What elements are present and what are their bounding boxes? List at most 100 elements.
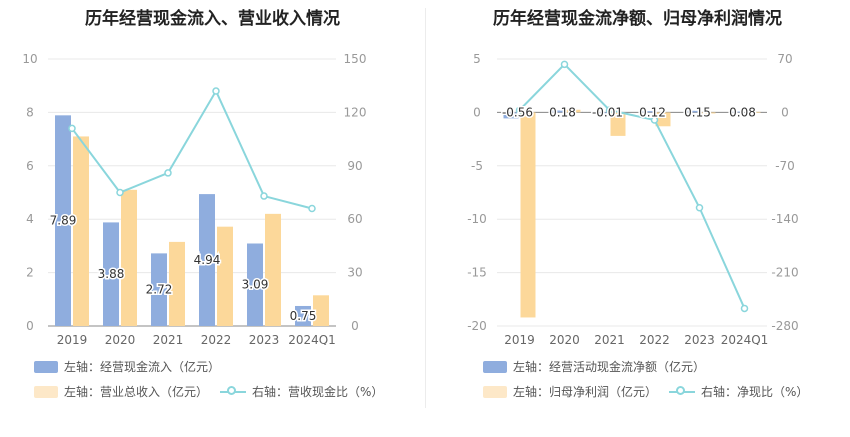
legend-item-line[interactable]: 右轴：营收现金比（%） (220, 383, 383, 400)
bar-series2 (169, 241, 185, 326)
line-series (518, 62, 746, 309)
x-axis-tick-label: 2024Q1 (721, 333, 769, 345)
legend-swatch (483, 360, 507, 373)
data-label: 0.08 (729, 105, 756, 119)
line-point (560, 60, 569, 69)
data-label-halo: 4.94 (194, 253, 221, 267)
legend-item-line[interactable]: 右轴：净现比（%） (669, 383, 808, 400)
data-label-halo: 0.75 (290, 309, 317, 323)
bar-series1 (593, 112, 609, 114)
legend-item-bar1[interactable]: 左轴：经营现金流入（亿元） (34, 358, 220, 375)
legend-item-bar2[interactable]: 左轴：归母净利润（亿元） (483, 383, 657, 400)
right-axis-tick-label: 90 (347, 159, 362, 173)
bar-series2 (520, 112, 536, 318)
x-axis-tick-label: 2023 (684, 333, 715, 345)
legend-swatch (34, 385, 58, 398)
bar-series2 (73, 136, 89, 326)
left-axis-tick-label: 6 (26, 159, 34, 173)
line-point (116, 188, 124, 197)
data-label-halo: 0.12 (639, 105, 666, 119)
bar-series2 (610, 112, 626, 136)
data-label-halo: 2.72 (146, 283, 173, 297)
legend-swatch (669, 385, 695, 398)
bar-series2 (745, 111, 761, 113)
bar-series2 (265, 213, 281, 326)
x-axis-tick-label: 2019 (504, 333, 535, 345)
line-point (212, 87, 220, 95)
line-point (695, 204, 704, 212)
right-axis-tick-label: 0 (781, 105, 789, 119)
line-point (605, 106, 614, 114)
bar-series1 (548, 110, 564, 113)
data-label: 0.12 (639, 105, 666, 119)
x-axis-tick-label: 2019 (57, 333, 88, 345)
line-point (260, 192, 268, 200)
x-axis-tick-label: 2022 (639, 333, 670, 345)
right-axis-tick-label: -210 (771, 266, 798, 280)
data-label: -0.01 (592, 105, 623, 119)
data-label-halo: 0.15 (684, 105, 711, 119)
chart-panel-net-cash-profit: 历年经营现金流净额、归母净利润情况 -20 -15 -10 -5 0 5 -280 -210-… (425, 0, 850, 437)
chart-plot-area: 0 2 4 6 8 10 0 30 60 90 120 150 2019 2020 2021 2022 2023… (22, 52, 367, 345)
legend-item-bar2[interactable]: 左轴：营业总收入（亿元） (34, 383, 208, 400)
left-axis-tick-label: 2 (26, 266, 34, 280)
chart-panel-cash-inflow-revenue: 历年经营现金流入、营业收入情况 0 2 4 6 8 10 0 30 60 90 120 150 2019… (22, 9, 383, 400)
panel-divider (425, 8, 426, 408)
bar-series2 (313, 295, 329, 326)
data-label: 2.72 (146, 283, 173, 297)
legend-item-bar1[interactable]: 左轴：经营活动现金流净额（亿元） (483, 358, 705, 375)
bar-series2 (217, 226, 233, 326)
right-axis-tick-label: 60 (347, 212, 362, 226)
x-axis-tick-label: 2023 (249, 333, 280, 345)
left-axis-tick-label: 10 (22, 52, 37, 66)
right-axis-tick-label: 150 (344, 52, 367, 66)
left-axis-tick-label: -10 (467, 212, 487, 226)
bar-series1 (103, 222, 119, 326)
bar-series1 (199, 194, 215, 326)
data-label: 3.09 (242, 278, 269, 292)
x-axis-tick-label: 2021 (153, 333, 184, 345)
data-label-halo: -0.56 (502, 105, 533, 119)
data-label: 7.89 (50, 214, 77, 228)
bar-series1 (295, 305, 311, 326)
line-point (164, 169, 172, 177)
data-label: 4.94 (194, 253, 221, 267)
data-label-halo: 0.18 (549, 105, 576, 119)
data-label-halo: 7.89 (50, 214, 77, 228)
right-axis-tick-label: 30 (347, 266, 362, 280)
x-axis-tick-label: 2024Q1 (288, 333, 336, 345)
right-axis-tick-label: 0 (351, 319, 359, 333)
chart-title: 历年经营现金流入、营业收入情况 (85, 9, 340, 29)
x-axis-tick-label: 2020 (105, 333, 136, 345)
left-axis-tick-label: 8 (26, 105, 34, 119)
right-axis-tick-label: 120 (344, 105, 367, 119)
chart-title: 历年经营现金流净额、归母净利润情况 (493, 9, 782, 29)
left-axis-tick-label: -15 (467, 266, 487, 280)
x-axis-tick-label: 2022 (201, 333, 232, 345)
legend-label: 左轴：经营活动现金流净额（亿元） (513, 360, 706, 374)
legend-swatch (483, 385, 507, 398)
line-point (308, 204, 316, 213)
data-label: -0.56 (502, 105, 533, 119)
bar-series1 (151, 253, 167, 326)
line-point (68, 124, 76, 133)
legend-label: 右轴：营收现金比（%） (252, 385, 384, 399)
bar-series1 (728, 111, 744, 113)
bar-series1 (683, 110, 699, 113)
left-axis-tick-label: 0 (473, 105, 481, 119)
bar-series2 (565, 109, 581, 113)
left-axis-tick-label: 4 (26, 212, 34, 226)
x-axis-tick-label: 2021 (594, 333, 625, 345)
x-axis-tick-label: 2020 (549, 333, 580, 345)
line-point (740, 304, 749, 313)
data-label-halo: 3.88 (98, 267, 125, 281)
right-axis-tick-label: -140 (771, 212, 798, 226)
data-label-halo: 0.08 (729, 105, 756, 119)
right-axis-tick-label: -280 (771, 319, 798, 333)
bar-series2 (655, 112, 671, 127)
line-series (71, 88, 313, 210)
bar-series1 (55, 115, 71, 326)
bar-series2 (121, 189, 137, 326)
data-label: 0.75 (290, 309, 317, 323)
